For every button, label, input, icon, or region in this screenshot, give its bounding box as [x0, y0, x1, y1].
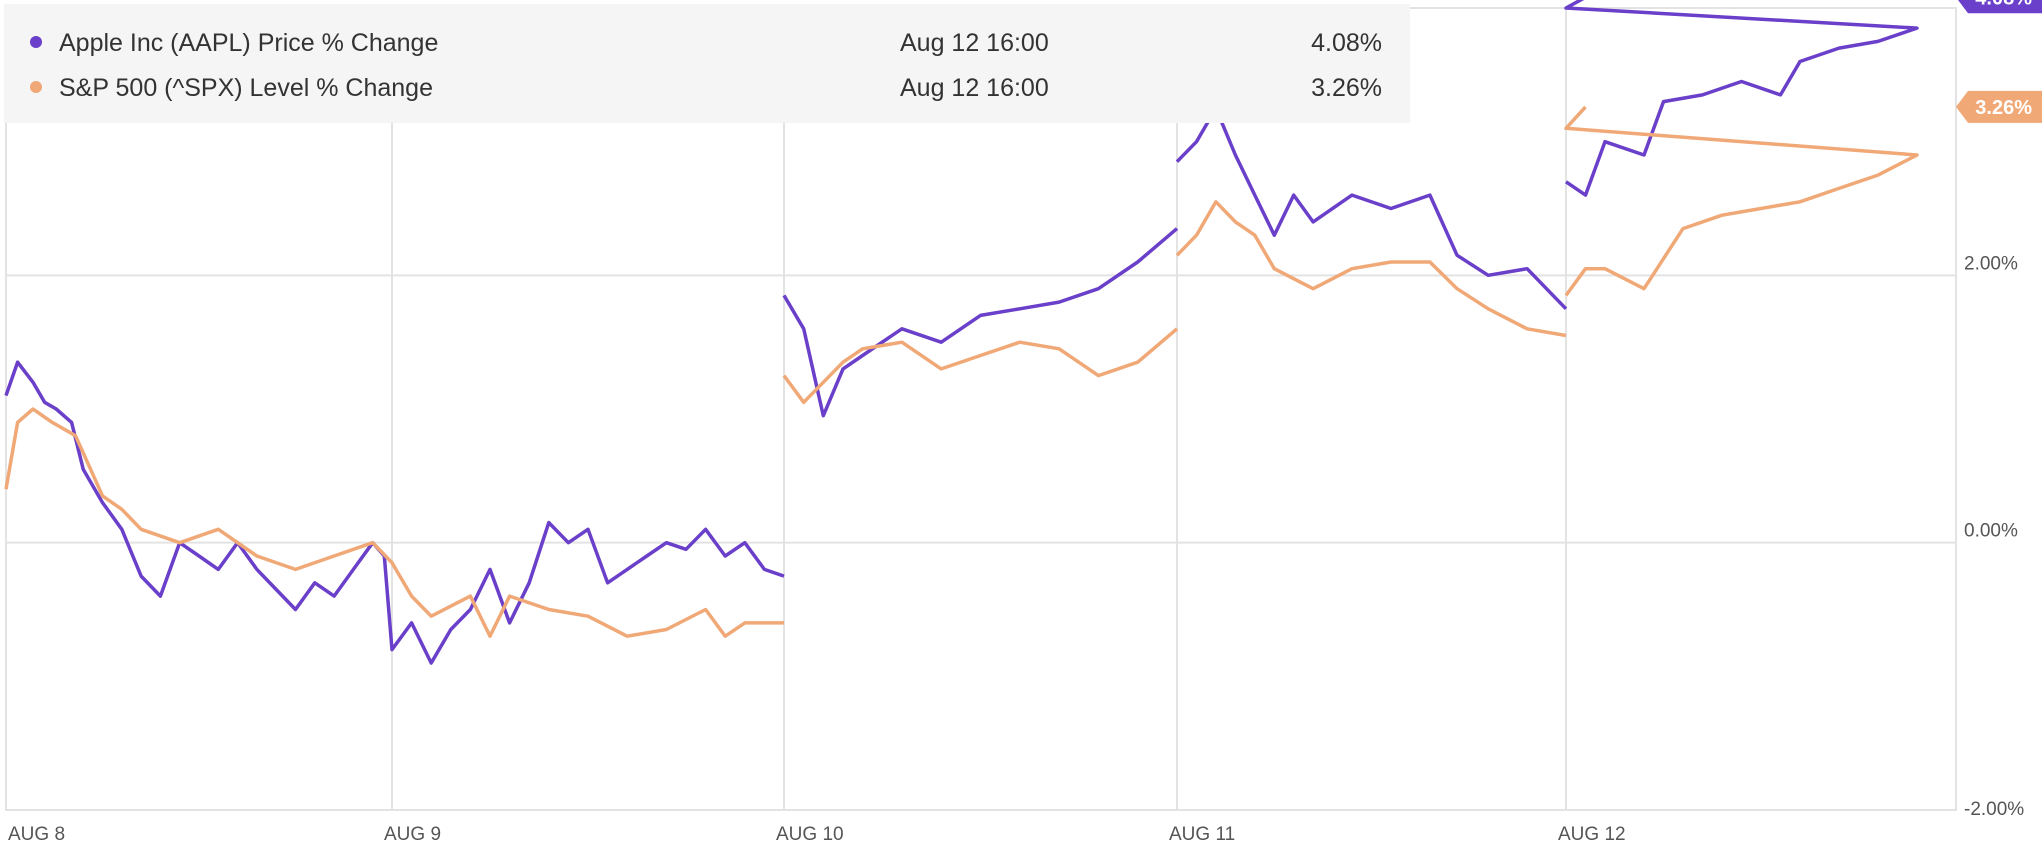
- legend-date: Aug 12 16:00: [900, 29, 1049, 57]
- legend-series-name: Apple Inc (AAPL) Price % Change: [59, 29, 438, 57]
- legend: Apple Inc (AAPL) Price % Change Aug 12 16…: [4, 4, 1410, 123]
- series-line-1: [1175, 200, 1567, 338]
- legend-dot: [30, 81, 42, 93]
- legend-value: 3.26%: [1311, 74, 1382, 102]
- x-tick-label: AUG 8: [8, 824, 65, 845]
- series-line-0: [1564, 0, 1919, 197]
- grid-layer: [5, 7, 1957, 811]
- x-tick-label: AUG 9: [384, 824, 441, 845]
- y-tick-label: -2.00%: [1964, 799, 2024, 820]
- y-tick-label: 0.00%: [1964, 521, 2018, 542]
- x-tick-label: AUG 11: [1169, 824, 1235, 845]
- legend-series-name: S&P 500 (^SPX) Level % Change: [59, 74, 433, 102]
- series-line-0: [1175, 106, 1568, 311]
- x-tick-label: AUG 12: [1558, 824, 1626, 845]
- axis-layer: AUG 8 AUG 9 AUG 10 AUG 11 AUG 12 2.00% 0.00% -2…: [8, 253, 2024, 845]
- end-labels: 4.08% 3.26%: [1956, 0, 2042, 123]
- series-line-1: [782, 327, 1179, 405]
- end-label-text: 4.08%: [1975, 0, 2032, 9]
- series-line-1: [1564, 105, 1919, 297]
- end-label-tag: [1956, 90, 2042, 123]
- legend-date: Aug 12 16:00: [900, 74, 1049, 102]
- legend-dot: [30, 36, 42, 48]
- series-line-1: [4, 407, 784, 638]
- x-tick-label: AUG 10: [776, 824, 844, 845]
- series-line-0: [782, 227, 1179, 418]
- legend-value: 4.08%: [1311, 29, 1382, 57]
- end-label-tag: [1958, 0, 2042, 14]
- plot-border: [5, 7, 1957, 811]
- y-tick-label: 2.00%: [1964, 253, 2018, 274]
- end-label-text: 3.26%: [1975, 97, 2032, 119]
- series-layer: [4, 0, 1919, 665]
- legend-box: [4, 4, 1410, 123]
